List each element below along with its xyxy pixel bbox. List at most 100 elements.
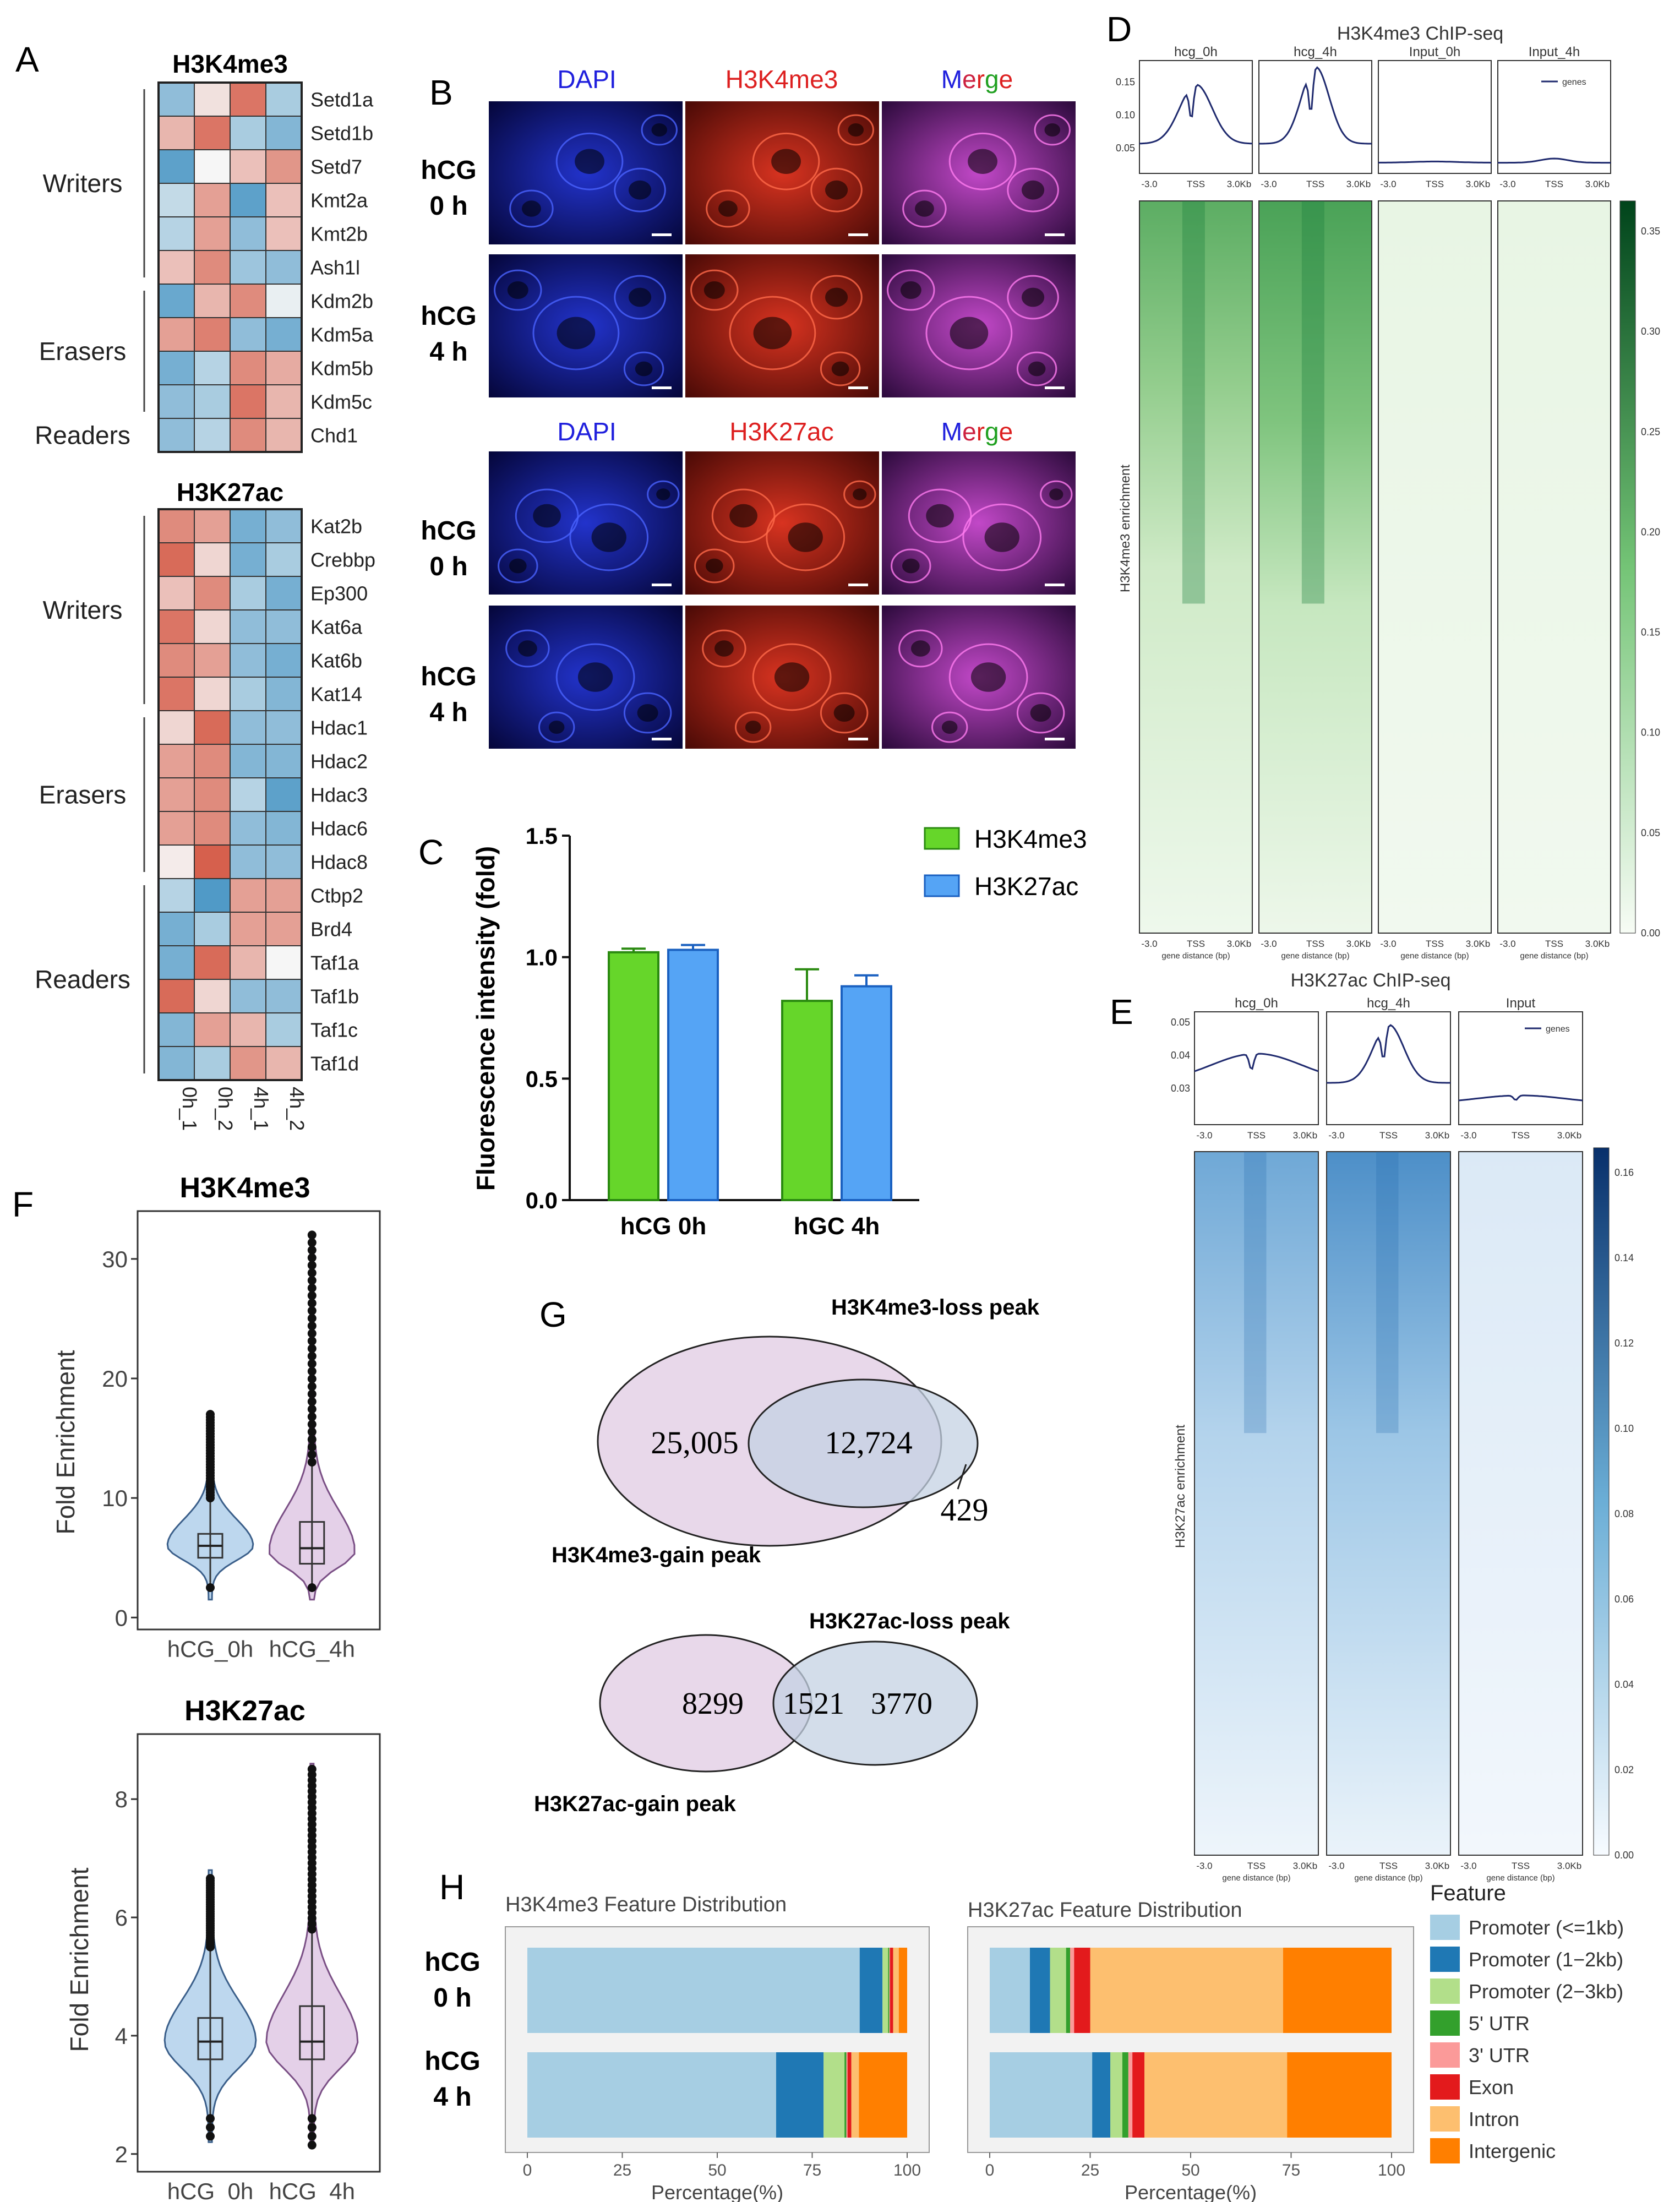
outlier-point [307, 1336, 317, 1345]
venn1-overlap-count: 12,724 [825, 1425, 913, 1460]
heatmap-h3k27ac: Kat2b Crebbp Ep300 Kat6a Kat6b Kat14 Hdac1 Hdac… [35, 508, 375, 1081]
panel-b-micrographs: DAPI H3K4me3 Merge DAPI H3K27ac Merge hC… [421, 65, 1076, 749]
heatmap-cell [194, 576, 231, 611]
profile-x-tick: -3.0 [1261, 179, 1277, 189]
feature-legend: Promoter (<=1kb) Promoter (1−2kb) Promoter… [1430, 1915, 1624, 2163]
heatmap-x-label: gene distance (bp) [1486, 1873, 1554, 1883]
legend-label: 5' UTR [1469, 2012, 1530, 2035]
heatmap-cell [158, 878, 195, 913]
enrichment-heatmap [1326, 1151, 1451, 1856]
heatmap-x-tick: 3.0Kb [1346, 939, 1371, 949]
x-tick-label: 50 [708, 2161, 726, 2179]
heatmap-cell [265, 878, 302, 913]
channel-label-merge-top: Merge [941, 65, 1013, 94]
violin-plot-h3k27ac: 2 4 6 8 hCG_0h hCG_4h [115, 1733, 381, 2202]
follicle-ring [962, 503, 1042, 571]
follicle-ring [766, 503, 846, 571]
heatmap-cell [230, 744, 266, 778]
feature-segment [1287, 2052, 1392, 2138]
group-label: Readers [35, 421, 130, 450]
gene-label: Kat6a [310, 616, 363, 639]
heatmap-cell [265, 284, 302, 318]
heatmap-cell [194, 945, 231, 980]
row-label-hcg-4h-b: hCG [421, 662, 476, 691]
venn2-right-count: 3770 [871, 1687, 932, 1721]
feature-legend-title: Feature [1430, 1881, 1506, 1905]
heatmap-cell [230, 384, 266, 419]
follicle-antrum [745, 720, 761, 734]
follicle-antrum [788, 522, 823, 552]
feature-segment [527, 2052, 776, 2138]
heatmap-cell [158, 710, 195, 745]
colorbar-h3k27ac: 0.16 0.14 0.12 0.10 0.08 0.06 0.04 0.02 0.00 [1593, 1147, 1634, 1861]
panel-label-a: A [15, 40, 39, 79]
bar [608, 951, 659, 1201]
feature-segment [1128, 2052, 1133, 2138]
follicle-antrum [853, 488, 867, 500]
gene-label: Brd4 [310, 918, 352, 941]
outlier-point [307, 1583, 317, 1592]
gene-label: Taf1c [310, 1019, 358, 1042]
gene-label: Taf1a [310, 952, 359, 974]
profile-line [1194, 1053, 1319, 1072]
x-tick-label: 75 [1282, 2161, 1300, 2179]
colorbar-tick: 0.02 [1614, 1764, 1634, 1775]
heatmap-cell [230, 609, 266, 644]
column-label: 4h_1 [250, 1087, 272, 1131]
heatmap-x-tick: -3.0 [1196, 1861, 1212, 1871]
violin-frame [137, 1733, 381, 2173]
sample-title: hcg_0h [1174, 45, 1218, 59]
colorbar-tick: 0.05 [1641, 827, 1660, 838]
profile-y-tick: 0.04 [1171, 1050, 1190, 1061]
heatmap-cell [158, 542, 195, 577]
follicle-antrum [705, 558, 723, 574]
gene-label: Hdac6 [310, 817, 368, 840]
heatmap-cell [230, 216, 266, 251]
x-tick-label: 25 [613, 2161, 631, 2179]
profile-x-tick: TSS [1306, 179, 1324, 189]
heatmap-cell [194, 384, 231, 419]
row-label-4h-a: 4 h [429, 337, 467, 367]
heatmap-cell [230, 542, 266, 577]
follicle-ring [1007, 275, 1059, 320]
x-tick-label: 75 [803, 2161, 821, 2179]
group-label: Readers [35, 965, 130, 994]
feature-segment [527, 1948, 860, 2033]
venn1-callout-line [957, 1464, 967, 1490]
outlier-point [307, 2140, 317, 2150]
follicle-antrum [575, 149, 604, 174]
profile-x-tick: TSS [1379, 1130, 1398, 1141]
heatmap-cell [265, 149, 302, 184]
heatmap-cell [194, 811, 231, 846]
heatmap-cell [230, 317, 266, 352]
heatmap-cell [194, 250, 231, 285]
heatmap-cell [265, 1046, 302, 1081]
heatmap-h3k4me3: Setd1a Setd1b Setd7 Kmt2a Kmt2b Ash1l Kdm2b Kdm… [35, 81, 374, 453]
gene-label: Setd1a [310, 89, 374, 111]
venn1-left-label: H3K4me3-gain peak [552, 1543, 761, 1567]
group-label: Writers [43, 596, 123, 624]
channel-label-h3k27ac: H3K27ac [729, 417, 833, 446]
profile-x-tick: TSS [1426, 179, 1444, 189]
gene-label: Kdm5b [310, 357, 373, 380]
panel-label-c: C [418, 832, 444, 872]
outlier-point [307, 1389, 317, 1399]
x-tick-label: 0 [985, 2161, 995, 2179]
box [299, 2005, 325, 2061]
heatmap-cell [158, 1012, 195, 1047]
heatmap-cell [265, 250, 302, 285]
heatmap-cell [265, 979, 302, 1013]
feature-segment [1090, 1948, 1283, 2033]
panel-f-violins: H3K4me3 Fold Enrichment 0 10 20 30 hCG_0h hCG… [51, 1172, 381, 2202]
heatmap-cell [194, 912, 231, 946]
follicle-antrum [984, 522, 1019, 552]
heatmap-cell [265, 418, 302, 453]
scale-bar [1045, 386, 1065, 389]
row-label-0h-a: 0 h [429, 192, 467, 221]
follicle-antrum [507, 281, 528, 299]
panel-d-h3k4me3-chipseq: H3K4me3 ChIP-seq H3K4me3 enrichment hcg_… [1116, 23, 1660, 961]
colorbar-tick: 0.15 [1641, 627, 1660, 638]
follicle-ring [898, 629, 943, 668]
heatmap-x-tick: 3.0Kb [1557, 1861, 1581, 1871]
feature-segment [990, 1948, 1030, 2033]
